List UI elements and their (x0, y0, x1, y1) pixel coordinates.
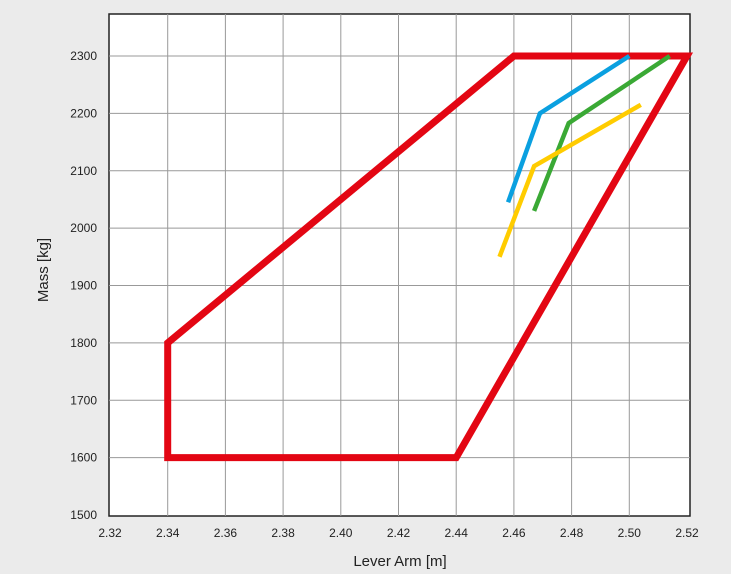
series-line-1 (505, 54, 631, 204)
y-tick-label: 2100 (70, 164, 97, 178)
x-tick-label: 2.52 (675, 526, 699, 540)
y-tick-label: 1600 (70, 451, 97, 465)
x-tick-label: 2.46 (502, 526, 526, 540)
grid (109, 14, 690, 516)
series-line-2 (532, 54, 671, 212)
series-group (164, 52, 694, 462)
y-tick-label: 2000 (70, 221, 97, 235)
y-tick-label: 1900 (70, 279, 97, 293)
x-tick-label: 2.36 (214, 526, 238, 540)
y-tick-labels: 1500 1600 1700 1800 1900 2000 2100 2200 2300 (70, 49, 97, 522)
x-tick-label: 2.40 (329, 526, 353, 540)
x-tick-label: 2.34 (156, 526, 180, 540)
x-tick-label: 2.44 (445, 526, 469, 540)
x-tick-label: 2.42 (387, 526, 411, 540)
y-tick-label: 1500 (70, 508, 97, 522)
x-tick-labels: 2.32 2.34 2.36 2.38 2.40 2.42 2.44 2.46 2.48 2.50… (98, 526, 699, 540)
y-tick-label: 2200 (70, 106, 97, 120)
plot-area (108, 13, 691, 517)
series-line-3 (497, 102, 642, 258)
y-tick-label: 2300 (70, 49, 97, 63)
x-tick-label: 2.50 (618, 526, 642, 540)
x-axis-label: Lever Arm [m] (353, 553, 446, 570)
x-tick-label: 2.32 (98, 526, 122, 540)
y-tick-label: 1800 (70, 336, 97, 350)
x-tick-label: 2.38 (271, 526, 295, 540)
y-tick-label: 1700 (70, 393, 97, 407)
y-axis-label: Mass [kg] (35, 238, 52, 302)
x-tick-label: 2.48 (560, 526, 584, 540)
envelope-line (164, 52, 694, 462)
